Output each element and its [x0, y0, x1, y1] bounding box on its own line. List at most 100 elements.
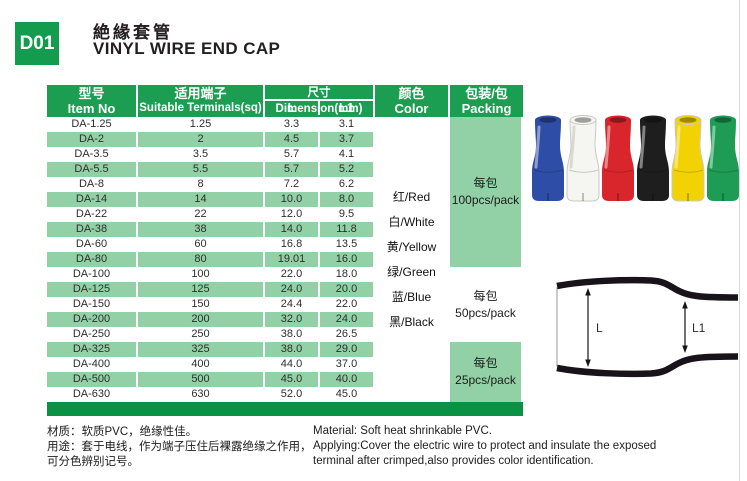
terminals-cell: 5.5: [138, 162, 265, 177]
dim-l1-cell: 22.0: [320, 297, 375, 312]
header-dim-l1: L1: [338, 100, 355, 115]
terminals-cell: 630: [138, 387, 265, 402]
dim-l-cell: 10.0: [265, 192, 320, 207]
dim-l-cell: 44.0: [265, 357, 320, 372]
item-no-cell: DA-250: [47, 327, 138, 342]
spec-table: 型号 Item No 适用端子 Suitable Terminals(sq) 尺…: [47, 85, 523, 416]
table-row: DA-325 325 38.0 29.0: [47, 342, 375, 357]
header-packing: 包装/包 Packing: [461, 86, 512, 116]
dim-l-cell: 24.4: [265, 297, 320, 312]
dim-l-cell: 3.3: [265, 117, 320, 132]
packing-block: 每包 100pcs/pack: [450, 117, 521, 267]
note-en-line1: Material: Soft heat shrinkable PVC.: [313, 425, 492, 437]
table-row: DA-80 80 19.01 16.0: [47, 252, 375, 267]
table-row: DA-100 100 22.0 18.0: [47, 267, 375, 282]
item-no-cell: DA-22: [47, 207, 138, 222]
color-name: 绿/Green: [387, 265, 436, 279]
table-row: DA-14 14 10.0 8.0: [47, 192, 375, 207]
color-name: 黑/Black: [389, 315, 434, 329]
terminals-cell: 400: [138, 357, 265, 372]
table-row: DA-250 250 38.0 26.5: [47, 327, 375, 342]
table-row: DA-5.5 5.5 5.7 5.2: [47, 162, 375, 177]
dim-label-l: L: [596, 321, 603, 335]
terminals-cell: 1.25: [138, 117, 265, 132]
green-cap: [707, 115, 739, 201]
dim-l-cell: 45.0: [265, 372, 320, 387]
table-row: DA-630 630 52.0 45.0: [47, 387, 375, 402]
dim-l1-cell: 4.1: [320, 147, 375, 162]
table-row: DA-150 150 24.4 22.0: [47, 297, 375, 312]
table-rows: DA-1.25 1.25 3.3 3.1 DA-2 2 4.5 3.7 DA-3.5 3.5 5.7…: [47, 117, 375, 402]
terminals-cell: 200: [138, 312, 265, 327]
dim-l1-cell: 6.2: [320, 177, 375, 192]
color-list: 红/Red 白/White 黄/Yellow 绿/Green 蓝/Blue 黑/Black: [375, 117, 450, 402]
dim-label-l1: L1: [692, 321, 706, 335]
dim-l-cell: 38.0: [265, 327, 320, 342]
header-dim-l: L: [265, 101, 320, 115]
table-row: DA-60 60 16.8 13.5: [47, 237, 375, 252]
header-dimension: 尺寸Dimension(mm) L L1: [265, 85, 375, 117]
dim-l-cell: 5.7: [265, 147, 320, 162]
dim-l1-cell: 29.0: [320, 342, 375, 357]
item-no-cell: DA-5.5: [47, 162, 138, 177]
item-no-cell: DA-3.5: [47, 147, 138, 162]
dimension-diagram: L L1: [556, 276, 739, 378]
table-bottom-bar: [47, 402, 523, 416]
terminals-cell: 500: [138, 372, 265, 387]
dim-l1-cell: 40.0: [320, 372, 375, 387]
packing-label-en: 50pcs/pack: [455, 305, 516, 320]
dim-arrow-l: [585, 288, 591, 367]
dim-l-cell: 22.0: [265, 267, 320, 282]
product-photo: [531, 112, 741, 204]
item-no-cell: DA-400: [47, 357, 138, 372]
packing-label-zh: 每包: [473, 288, 498, 303]
item-no-cell: DA-500: [47, 372, 138, 387]
table-row: DA-38 38 14.0 11.8: [47, 222, 375, 237]
table-row: DA-1.25 1.25 3.3 3.1: [47, 117, 375, 132]
dim-l1-cell: 13.5: [320, 237, 375, 252]
table-row: DA-500 500 45.0 40.0: [47, 372, 375, 387]
terminals-cell: 3.5: [138, 147, 265, 162]
dim-l1-cell: 18.0: [320, 267, 375, 282]
dim-l-cell: 32.0: [265, 312, 320, 327]
dim-l1-cell: 20.0: [320, 282, 375, 297]
dim-l-cell: 24.0: [265, 282, 320, 297]
table-row: DA-2 2 4.5 3.7: [47, 132, 375, 147]
table-row: DA-125 125 24.0 20.0: [47, 282, 375, 297]
packing-label-zh: 每包: [473, 176, 498, 190]
note-en-line3: terminal after crimped,also provides col…: [313, 455, 594, 467]
packing-label-zh: 每包: [473, 356, 498, 370]
terminals-cell: 325: [138, 342, 265, 357]
item-code-badge: D01: [15, 22, 59, 65]
dim-l-cell: 4.5: [265, 132, 320, 147]
terminals-cell: 125: [138, 282, 265, 297]
dim-l1-cell: 3.7: [320, 132, 375, 147]
note-zh-line2: 用途：套于电线，作为端子压住后裸露绝缘之作用，: [47, 441, 312, 453]
table-row: DA-22 22 12.0 9.5: [47, 207, 375, 222]
blue-cap: [532, 115, 564, 201]
dim-l-cell: 38.0: [265, 342, 320, 357]
notes-chinese: 材质：软质PVC，绝缘性佳。 用途：套于电线，作为端子压住后裸露绝缘之作用， 可…: [47, 425, 312, 470]
table-row: DA-8 8 7.2 6.2: [47, 177, 375, 192]
item-no-cell: DA-38: [47, 222, 138, 237]
header-color: 颜色 Color: [375, 85, 450, 117]
item-no-cell: DA-125: [47, 282, 138, 297]
item-no-cell: DA-14: [47, 192, 138, 207]
dim-l1-cell: 3.1: [320, 117, 375, 132]
packing-block: 每包 50pcs/pack: [450, 267, 521, 342]
terminals-cell: 80: [138, 252, 265, 267]
page-edge-line: [739, 0, 740, 481]
header-item-no: 型号 Item No: [47, 85, 138, 117]
dim-l-cell: 5.7: [265, 162, 320, 177]
item-no-cell: DA-80: [47, 252, 138, 267]
packing-block: 每包 25pcs/pack: [450, 342, 521, 402]
color-name: 蓝/Blue: [391, 290, 432, 304]
table-header: 型号 Item No 适用端子 Suitable Terminals(sq) 尺…: [47, 85, 523, 117]
dim-l-cell: 52.0: [265, 387, 320, 402]
dim-l1-cell: 8.0: [320, 192, 375, 207]
table-body: DA-1.25 1.25 3.3 3.1 DA-2 2 4.5 3.7 DA-3.5 3.5 5.7…: [47, 117, 523, 402]
note-zh-line1: 材质：软质PVC，绝缘性佳。: [47, 426, 198, 438]
item-no-cell: DA-150: [47, 297, 138, 312]
packing-label-en: 25pcs/pack: [455, 373, 516, 387]
